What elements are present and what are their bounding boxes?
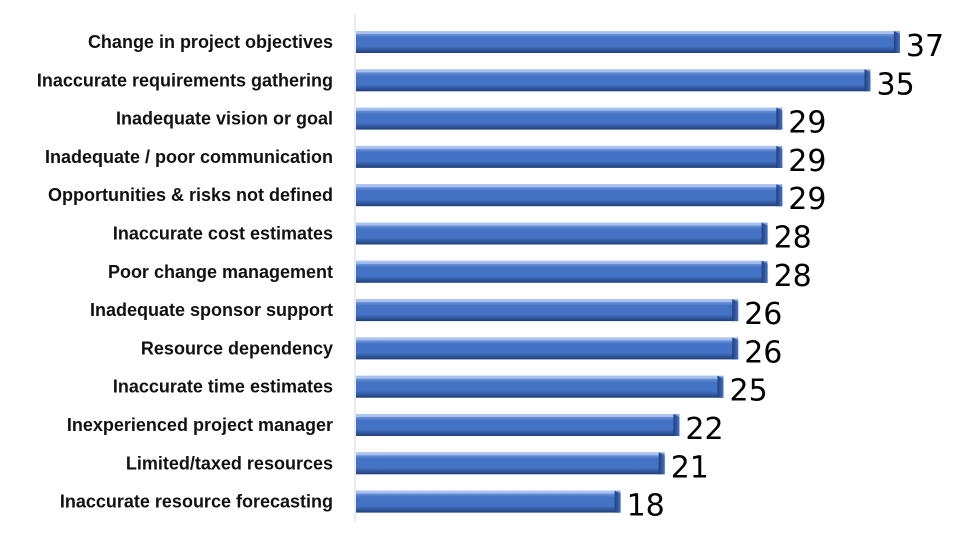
bar-highlight	[356, 184, 777, 188]
bar-body	[356, 414, 680, 436]
bar-end-cap	[864, 69, 871, 92]
value-label: 28	[774, 259, 812, 294]
category-label: Inadequate sponsor support	[90, 300, 333, 320]
value-label: 21	[671, 450, 709, 485]
bar-end-cap	[893, 31, 900, 53]
bar	[356, 490, 621, 513]
category-label: Limited/taxed resources	[126, 453, 333, 473]
bar-highlight	[356, 69, 865, 73]
bar-highlight	[356, 490, 615, 494]
category-label: Inadequate vision or goal	[116, 109, 333, 129]
category-label: Inaccurate time estimates	[113, 377, 333, 397]
bar-body	[356, 184, 783, 207]
bar	[356, 337, 739, 360]
bar-body	[356, 145, 783, 168]
bar-body	[356, 299, 739, 322]
value-label: 22	[685, 412, 723, 447]
bar	[356, 69, 871, 92]
bar-body	[356, 107, 783, 130]
bar	[356, 107, 783, 130]
bar-highlight	[356, 337, 733, 341]
bar	[356, 184, 783, 207]
category-label: Inaccurate requirements gathering	[37, 70, 333, 90]
bar	[356, 260, 768, 283]
category-labels: Change in project objectives Inaccurate r…	[37, 32, 333, 512]
bar	[356, 452, 665, 475]
bar-body	[356, 31, 900, 53]
category-label: Inadequate / poor communication	[45, 147, 333, 167]
category-label: Change in project objectives	[88, 32, 333, 52]
bar	[356, 31, 900, 53]
bar-end-cap	[658, 452, 665, 475]
bar-body	[356, 260, 768, 283]
bar-body	[356, 452, 665, 475]
bar	[356, 414, 680, 436]
bar-highlight	[356, 375, 718, 379]
bar-highlight	[356, 299, 733, 303]
value-label: 26	[744, 297, 782, 332]
category-label: Poor change management	[108, 262, 333, 282]
bar-end-cap	[732, 337, 739, 360]
bar-end-cap	[761, 222, 768, 245]
bar-body	[356, 69, 871, 92]
bar-highlight	[356, 31, 894, 34]
bar	[356, 222, 768, 245]
value-label: 29	[788, 144, 826, 179]
value-label: 37	[906, 29, 944, 64]
bars	[356, 31, 900, 513]
bar-end-cap	[732, 299, 739, 322]
bar-highlight	[356, 414, 674, 417]
bar-end-cap	[717, 375, 724, 398]
bar-body	[356, 222, 768, 245]
bar-end-cap	[776, 145, 783, 168]
value-label: 26	[744, 335, 782, 370]
value-label: 25	[730, 374, 768, 409]
bar-end-cap	[614, 490, 621, 513]
value-label: 28	[774, 221, 812, 256]
bar	[356, 145, 783, 168]
bar-end-cap	[776, 184, 783, 207]
category-label: Resource dependency	[141, 338, 333, 358]
category-label: Inexperienced project manager	[67, 415, 333, 435]
category-label: Opportunities & risks not defined	[48, 185, 333, 205]
value-label: 29	[788, 182, 826, 217]
bar-end-cap	[673, 414, 680, 436]
bar-body	[356, 375, 724, 398]
category-label: Inaccurate resource forecasting	[60, 492, 333, 512]
bar-end-cap	[761, 260, 768, 283]
bar-highlight	[356, 452, 659, 456]
bar	[356, 375, 724, 398]
bar-highlight	[356, 260, 762, 264]
value-label: 18	[627, 489, 665, 524]
value-label: 29	[788, 106, 826, 141]
bar-highlight	[356, 107, 777, 111]
value-label: 35	[877, 67, 915, 102]
bar-highlight	[356, 145, 777, 149]
bar	[356, 299, 739, 322]
bar-body	[356, 337, 739, 360]
bar-body	[356, 490, 621, 513]
bar-highlight	[356, 222, 762, 226]
bar-end-cap	[776, 107, 783, 130]
category-label: Inaccurate cost estimates	[113, 224, 333, 244]
